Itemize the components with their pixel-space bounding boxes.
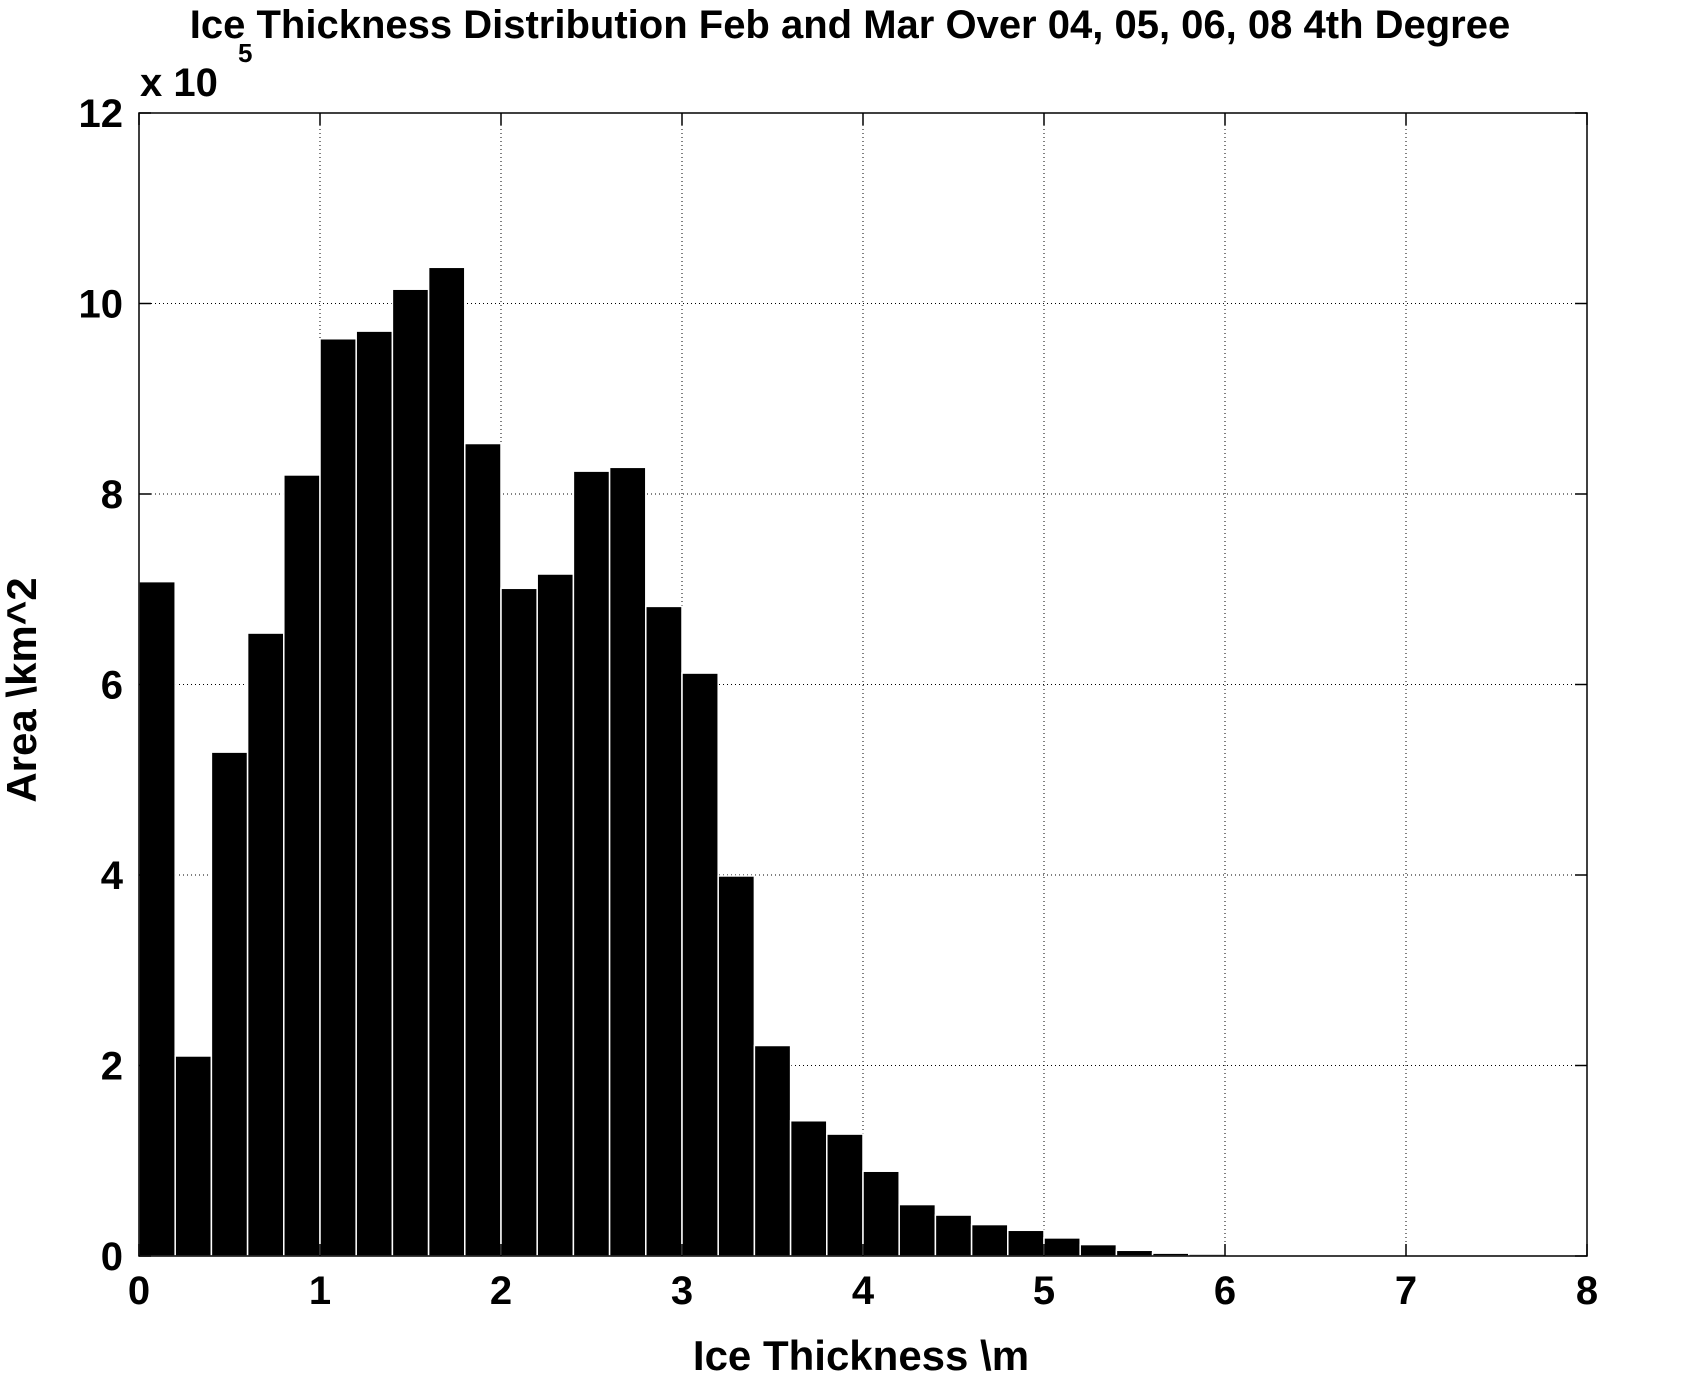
x-tick-label: 6	[1214, 1269, 1236, 1313]
histogram-bar	[391, 288, 430, 1257]
histogram-bar	[645, 605, 683, 1257]
x-tick-label: 4	[852, 1269, 875, 1313]
histogram-bar	[138, 580, 176, 1257]
x-tick-label: 8	[1576, 1269, 1598, 1313]
y-tick-label: 12	[79, 92, 124, 136]
histogram-bar	[427, 266, 466, 1257]
y-axis-multiplier: x 10	[140, 61, 218, 105]
y-tick-labels: 0 2 4 6 8 10 12	[79, 92, 124, 1279]
histogram-bar	[319, 337, 357, 1257]
y-tick-label: 4	[101, 854, 124, 898]
y-tick-label: 6	[101, 664, 123, 708]
x-tick-label: 5	[1033, 1269, 1055, 1313]
axis-ticks	[138, 112, 1588, 1257]
histogram-bar	[1079, 1243, 1118, 1257]
x-tick-label: 1	[309, 1269, 331, 1313]
bars	[138, 266, 1443, 1257]
x-tick-label: 3	[671, 1269, 693, 1313]
histogram-bar	[355, 330, 394, 1257]
histogram-bar	[753, 1044, 792, 1257]
histogram-bar	[862, 1170, 900, 1257]
histogram-bar	[500, 587, 538, 1257]
histogram-bar	[283, 474, 321, 1257]
x-tick-label: 0	[128, 1269, 150, 1313]
histogram-bar	[210, 751, 249, 1257]
y-tick-label: 10	[79, 283, 124, 327]
histogram-bar	[681, 672, 719, 1257]
histogram-bar	[717, 875, 756, 1257]
histogram-bar	[898, 1203, 937, 1257]
histogram-bar	[536, 573, 575, 1257]
histogram-bar	[934, 1214, 973, 1257]
histogram-bar	[464, 442, 502, 1257]
y-tick-label: 0	[101, 1235, 123, 1279]
y-multiplier-base: x 10	[140, 61, 218, 105]
histogram-bar	[608, 466, 647, 1257]
chart-title: Ice Thickness Distribution Feb and Mar O…	[190, 3, 1511, 47]
x-tick-label: 2	[490, 1269, 512, 1313]
y-multiplier-exponent: 5	[238, 38, 252, 68]
histogram-bar	[1007, 1229, 1045, 1257]
x-tick-labels: 0 1 2 3 4 5 6 7 8	[128, 1269, 1598, 1313]
histogram-bar	[789, 1119, 828, 1257]
histogram-bar	[1115, 1249, 1154, 1257]
histogram-bar	[174, 1055, 213, 1257]
x-tick-label: 7	[1395, 1269, 1417, 1313]
histogram-bar	[246, 632, 285, 1257]
y-tick-label: 2	[101, 1045, 123, 1089]
y-axis-label: Area \km^2	[0, 577, 45, 802]
histogram-bar	[970, 1223, 1009, 1257]
histogram-bar	[826, 1133, 864, 1257]
x-axis-label: Ice Thickness \m	[693, 1332, 1029, 1375]
histogram-bar	[572, 470, 611, 1257]
y-tick-label: 8	[101, 473, 123, 517]
histogram-bar	[1043, 1237, 1081, 1257]
